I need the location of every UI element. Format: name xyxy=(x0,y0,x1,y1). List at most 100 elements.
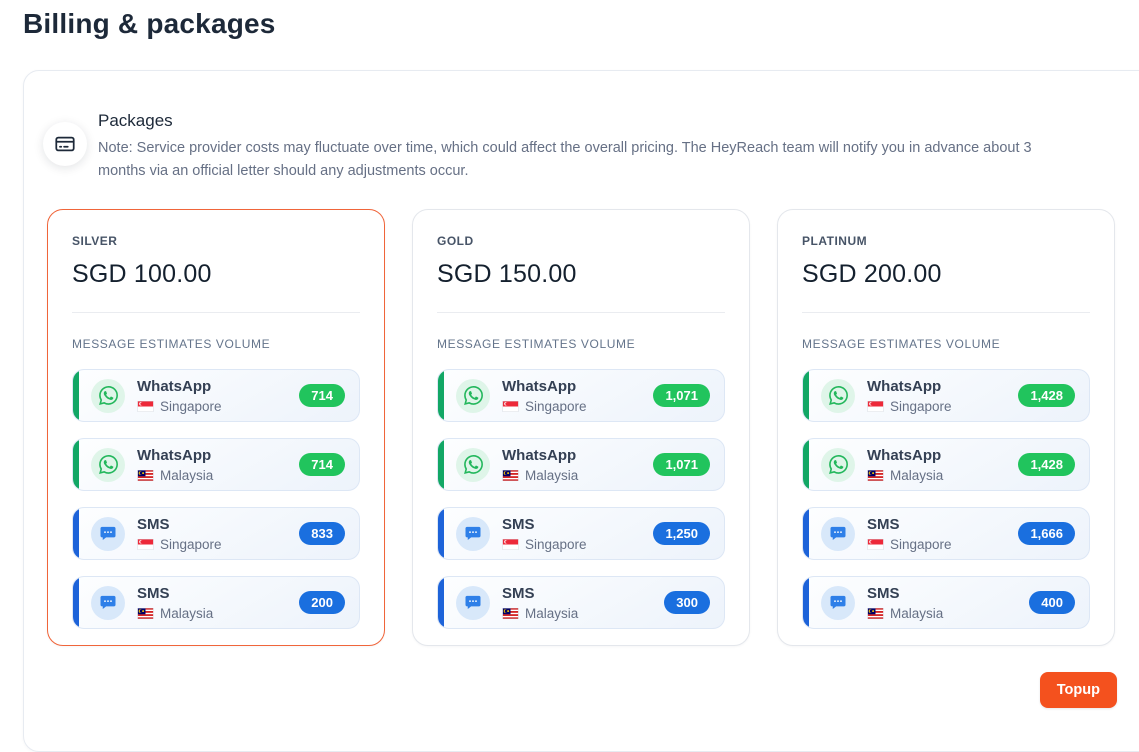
volume-badge: 200 xyxy=(299,591,345,614)
singapore-flag-icon xyxy=(502,400,519,412)
country-label: Malaysia xyxy=(890,467,944,483)
sms-icon xyxy=(456,516,490,551)
whatsapp-icon xyxy=(821,378,855,413)
malaysia-flag-icon xyxy=(137,607,154,619)
estimate-row-sms-malaysia: SMS Malaysia 400 xyxy=(802,576,1090,629)
malaysia-flag-icon xyxy=(867,607,884,619)
volume-badge: 400 xyxy=(1029,591,1075,614)
tier-label: PLATINUM xyxy=(802,234,868,248)
channel-name: SMS xyxy=(867,584,900,602)
estimate-row-sms-singapore: SMS Singapore 1,666 xyxy=(802,507,1090,560)
channel-name: SMS xyxy=(137,515,170,533)
accent-stripe xyxy=(73,508,79,559)
accent-stripe xyxy=(73,439,79,490)
channel-name: WhatsApp xyxy=(137,377,212,395)
singapore-flag-icon xyxy=(867,400,884,412)
credit-card-icon xyxy=(43,122,87,166)
country-label: Malaysia xyxy=(525,605,579,621)
accent-stripe xyxy=(73,370,79,421)
singapore-flag-icon xyxy=(502,538,519,550)
volume-badge: 1,071 xyxy=(653,453,710,476)
divider xyxy=(437,312,725,313)
estimate-row-whatsapp-malaysia: WhatsApp Malaysia 1,428 xyxy=(802,438,1090,491)
volume-badge: 1,071 xyxy=(653,384,710,407)
whatsapp-icon xyxy=(821,447,855,482)
volume-label: MESSAGE ESTIMATES VOLUME xyxy=(802,337,1001,351)
volume-label: MESSAGE ESTIMATES VOLUME xyxy=(437,337,636,351)
singapore-flag-icon xyxy=(137,400,154,412)
channel-name: WhatsApp xyxy=(867,377,942,395)
estimate-row-whatsapp-singapore: WhatsApp Singapore 714 xyxy=(72,369,360,422)
page-title: Billing & packages xyxy=(23,8,276,39)
estimate-row-whatsapp-malaysia: WhatsApp Malaysia 714 xyxy=(72,438,360,491)
channel-name: WhatsApp xyxy=(137,446,212,464)
price-label: SGD 200.00 xyxy=(802,260,942,288)
accent-stripe xyxy=(438,508,444,559)
accent-stripe xyxy=(803,577,809,628)
channel-name: WhatsApp xyxy=(502,446,577,464)
estimate-row-sms-singapore: SMS Singapore 1,250 xyxy=(437,507,725,560)
accent-stripe xyxy=(803,439,809,490)
divider xyxy=(802,312,1090,313)
channel-name: SMS xyxy=(502,515,535,533)
packages-panel: Packages Note: Service provider costs ma… xyxy=(23,70,1139,752)
whatsapp-icon xyxy=(91,447,125,482)
country-label: Singapore xyxy=(525,536,587,552)
package-card-gold[interactable]: GOLD SGD 150.00 MESSAGE ESTIMATES VOLUME… xyxy=(412,209,750,646)
package-card-silver[interactable]: SILVER SGD 100.00 MESSAGE ESTIMATES VOLU… xyxy=(47,209,385,646)
channel-name: WhatsApp xyxy=(502,377,577,395)
singapore-flag-icon xyxy=(867,538,884,550)
channel-name: SMS xyxy=(137,584,170,602)
country-label: Singapore xyxy=(160,536,222,552)
country-label: Singapore xyxy=(890,398,952,414)
accent-stripe xyxy=(803,508,809,559)
package-card-platinum[interactable]: PLATINUM SGD 200.00 MESSAGE ESTIMATES VO… xyxy=(777,209,1115,646)
volume-badge: 300 xyxy=(664,591,710,614)
accent-stripe xyxy=(803,370,809,421)
accent-stripe xyxy=(438,439,444,490)
country-label: Malaysia xyxy=(160,605,214,621)
volume-badge: 833 xyxy=(299,522,345,545)
channel-name: SMS xyxy=(867,515,900,533)
accent-stripe xyxy=(73,577,79,628)
country-label: Singapore xyxy=(890,536,952,552)
malaysia-flag-icon xyxy=(502,607,519,619)
country-label: Singapore xyxy=(160,398,222,414)
volume-label: MESSAGE ESTIMATES VOLUME xyxy=(72,337,271,351)
estimate-row-whatsapp-malaysia: WhatsApp Malaysia 1,071 xyxy=(437,438,725,491)
volume-badge: 1,250 xyxy=(653,522,710,545)
estimate-row-whatsapp-singapore: WhatsApp Singapore 1,428 xyxy=(802,369,1090,422)
malaysia-flag-icon xyxy=(867,469,884,481)
volume-badge: 714 xyxy=(299,384,345,407)
malaysia-flag-icon xyxy=(137,469,154,481)
sms-icon xyxy=(91,516,125,551)
accent-stripe xyxy=(438,577,444,628)
section-note: Note: Service provider costs may fluctua… xyxy=(98,140,1032,179)
singapore-flag-icon xyxy=(137,538,154,550)
topup-button[interactable]: Topup xyxy=(1039,672,1117,708)
package-cards: SILVER SGD 100.00 MESSAGE ESTIMATES VOLU… xyxy=(47,209,1115,646)
accent-stripe xyxy=(438,370,444,421)
volume-badge: 1,666 xyxy=(1018,522,1075,545)
channel-name: WhatsApp xyxy=(867,446,942,464)
estimate-row-sms-malaysia: SMS Malaysia 200 xyxy=(72,576,360,629)
whatsapp-icon xyxy=(456,378,490,413)
price-label: SGD 150.00 xyxy=(437,260,577,288)
tier-label: SILVER xyxy=(72,234,118,248)
malaysia-flag-icon xyxy=(502,469,519,481)
channel-name: SMS xyxy=(502,584,535,602)
sms-icon xyxy=(821,516,855,551)
whatsapp-icon xyxy=(456,447,490,482)
price-label: SGD 100.00 xyxy=(72,260,212,288)
tier-label: GOLD xyxy=(437,234,474,248)
sms-icon xyxy=(91,585,125,620)
divider xyxy=(72,312,360,313)
section-title: Packages xyxy=(98,111,173,130)
packages-section-header: Packages Note: Service provider costs ma… xyxy=(43,111,1083,183)
estimate-row-sms-singapore: SMS Singapore 833 xyxy=(72,507,360,560)
country-label: Malaysia xyxy=(525,467,579,483)
sms-icon xyxy=(456,585,490,620)
estimate-row-sms-malaysia: SMS Malaysia 300 xyxy=(437,576,725,629)
volume-badge: 1,428 xyxy=(1018,384,1075,407)
volume-badge: 1,428 xyxy=(1018,453,1075,476)
